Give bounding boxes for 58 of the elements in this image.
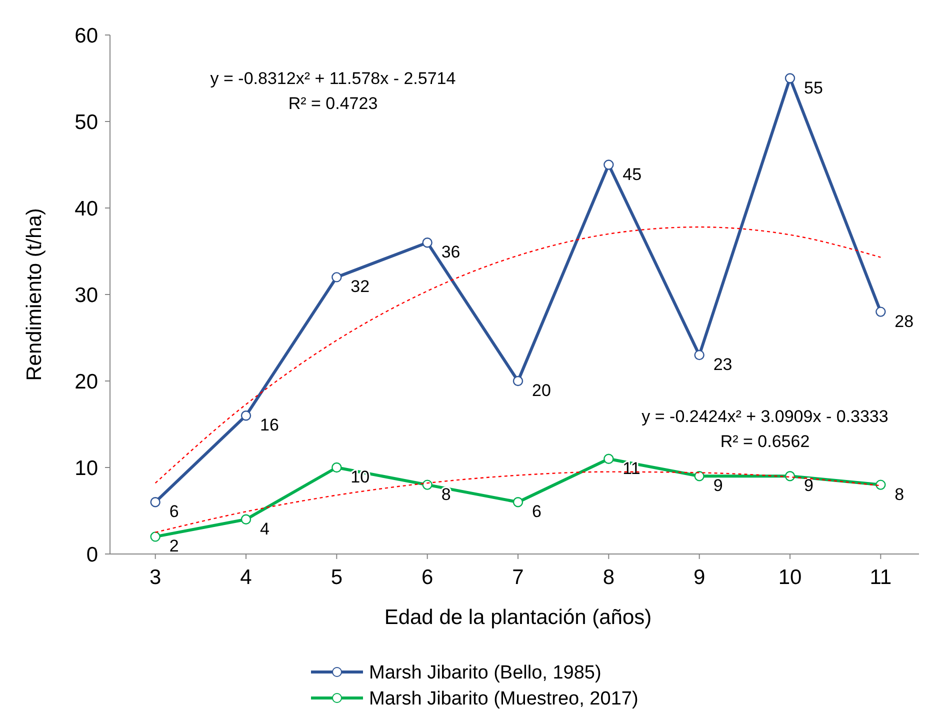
data-label: 8 — [894, 484, 904, 504]
point — [422, 238, 432, 248]
y-tick-label: 30 — [74, 284, 98, 307]
annotation: y = -0.2424x² + 3.0909x - 0.3333 — [642, 407, 888, 426]
point — [694, 350, 704, 360]
x-tick-label: 4 — [240, 566, 252, 589]
y-tick-label: 50 — [74, 110, 98, 134]
point — [604, 160, 614, 170]
point — [512, 376, 524, 386]
data-label: 2 — [169, 536, 179, 556]
point — [512, 497, 524, 508]
data-label: 8 — [441, 484, 451, 504]
data-label: 32 — [350, 277, 370, 296]
annotation: R² = 0.6562 — [720, 432, 810, 451]
legend-label: Marsh Jibarito (Bello, 1985) — [369, 662, 602, 684]
point — [332, 272, 342, 282]
x-tick-label: 8 — [602, 566, 615, 589]
x-tick-label: 3 — [149, 566, 162, 589]
point — [150, 497, 160, 508]
data-label: 20 — [532, 381, 551, 400]
data-label: 45 — [622, 164, 642, 184]
y-tick-label: 0 — [86, 543, 98, 566]
point — [332, 462, 342, 473]
y-tick-label: 20 — [74, 370, 98, 394]
point — [784, 73, 796, 84]
point — [604, 454, 614, 464]
y-tick-label: 40 — [74, 197, 98, 220]
legend-label: Marsh Jibarito (Muestreo, 2017) — [369, 688, 638, 710]
point — [150, 532, 160, 542]
data-label: 36 — [441, 242, 460, 262]
point — [876, 480, 886, 490]
x-tick-label: 7 — [512, 566, 524, 589]
data-label: 6 — [169, 502, 179, 522]
point — [240, 410, 252, 421]
y-axis-title: Rendimiento (t/ha) — [23, 208, 46, 381]
x-axis-title: Edad de la plantación (años) — [384, 606, 652, 629]
x-tick-label: 10 — [778, 566, 802, 589]
x-tick-label: 6 — [421, 566, 434, 589]
data-label: 4 — [260, 519, 270, 538]
y-tick-label: 10 — [74, 456, 98, 480]
data-label: 55 — [804, 78, 823, 98]
x-tick-label: 5 — [330, 566, 343, 589]
point — [876, 306, 886, 317]
data-label: 9 — [804, 476, 814, 496]
data-label: 28 — [894, 312, 914, 331]
data-label: 6 — [532, 502, 542, 522]
point — [694, 471, 704, 482]
data-label: 10 — [350, 468, 370, 486]
point — [240, 514, 252, 524]
x-tick-label: 11 — [870, 566, 892, 589]
annotation: y = -0.8312x² + 11.578x - 2.5714 — [210, 69, 456, 88]
annotation: R² = 0.4723 — [288, 94, 378, 113]
y-tick-label: 60 — [74, 24, 98, 48]
data-label: 23 — [713, 355, 732, 374]
point — [422, 480, 432, 490]
data-label: 16 — [260, 416, 279, 435]
data-label: 9 — [713, 476, 723, 496]
x-tick-label: 9 — [693, 566, 706, 589]
